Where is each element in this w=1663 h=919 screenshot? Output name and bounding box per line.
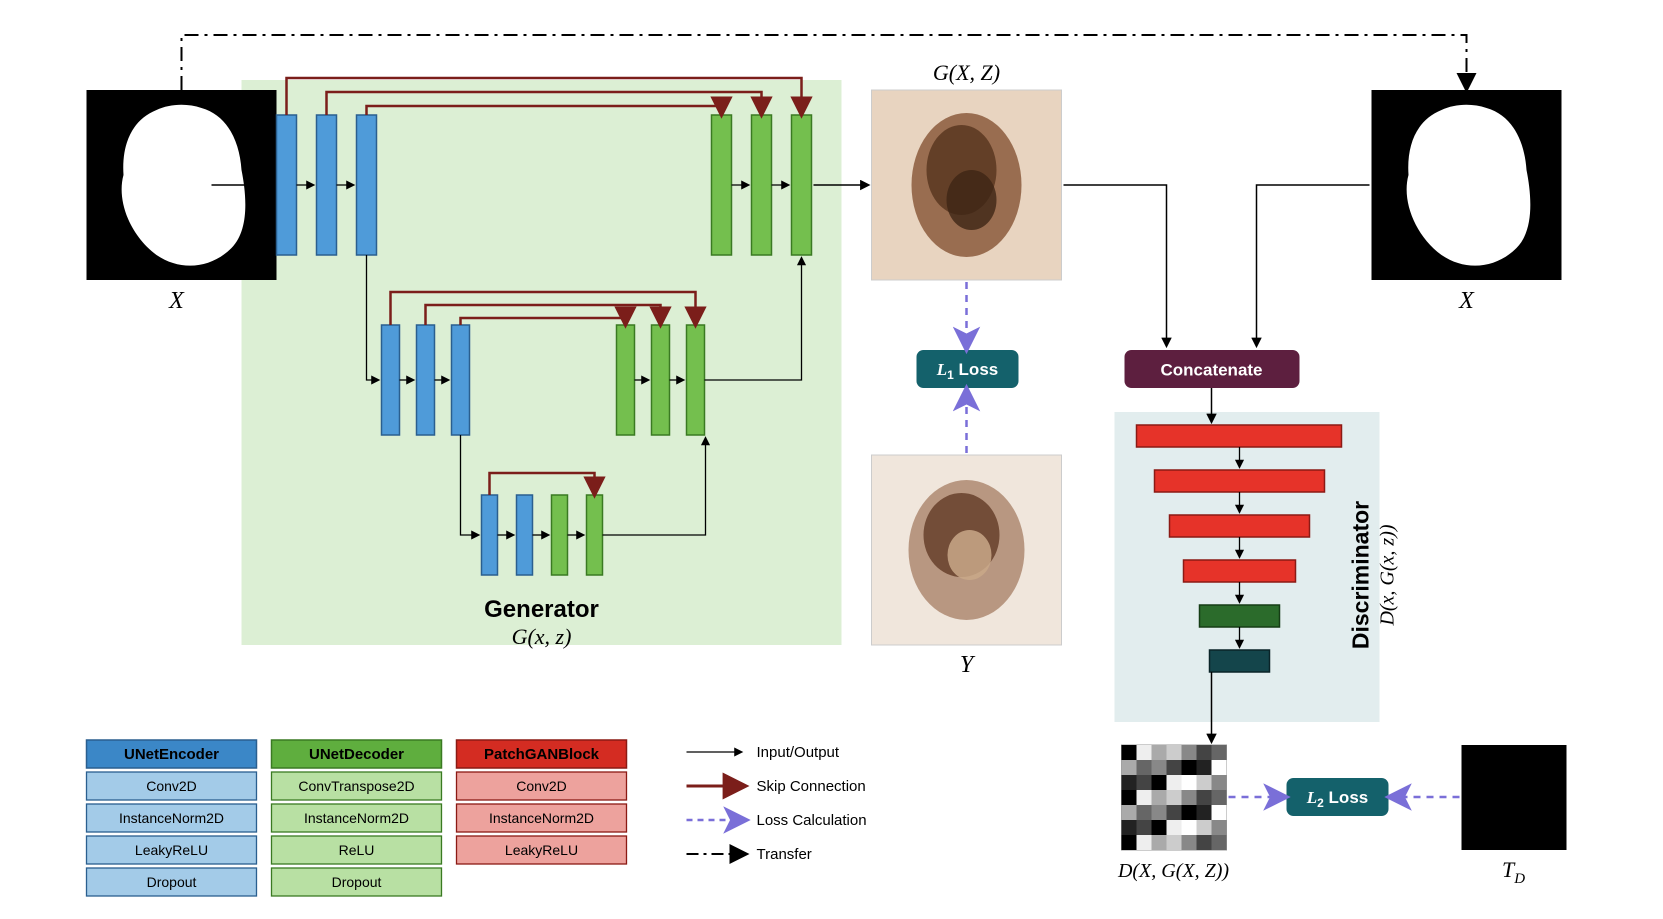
discriminator-title: Discriminator: [1348, 501, 1374, 649]
encoder-block: [317, 115, 337, 255]
svg-text:Dropout: Dropout: [147, 874, 197, 890]
svg-text:Transfer: Transfer: [757, 846, 812, 863]
svg-text:LeakyReLU: LeakyReLU: [135, 842, 208, 858]
discriminator-layer: [1137, 425, 1342, 447]
decoder-block: [752, 115, 772, 255]
discriminator-layer: [1155, 470, 1325, 492]
svg-text:Conv2D: Conv2D: [516, 778, 567, 794]
decoder-block: [552, 495, 568, 575]
label-GXZ: G(X, Z): [933, 60, 1000, 85]
encoder-block: [482, 495, 498, 575]
discriminator-layer: [1210, 650, 1270, 672]
l2-loss-label: L2 Loss: [1306, 788, 1368, 810]
decoder-block: [652, 325, 670, 435]
arrow-xright-to-concat: [1257, 185, 1370, 346]
concatenate-label: Concatenate: [1160, 360, 1262, 379]
discriminator-layer: [1170, 515, 1310, 537]
svg-text:Loss Calculation: Loss Calculation: [757, 812, 867, 829]
encoder-block: [417, 325, 435, 435]
patch-output: [1122, 745, 1227, 850]
svg-text:Conv2D: Conv2D: [146, 778, 197, 794]
encoder-block: [277, 115, 297, 255]
l1-loss-label: L1 Loss: [936, 360, 998, 382]
target-TD: [1462, 745, 1567, 850]
input-X-right: [1372, 90, 1562, 280]
label-Y: Y: [960, 652, 976, 678]
label-DXGXZ: D(X, G(X, Z)): [1117, 860, 1229, 882]
label-TD: TD: [1502, 857, 1525, 887]
svg-text:ReLU: ReLU: [339, 842, 375, 858]
svg-text:UNetDecoder: UNetDecoder: [309, 746, 404, 763]
legend-block-columns: UNetEncoder Conv2D InstanceNorm2D LeakyReLU…: [87, 740, 627, 896]
svg-text:InstanceNorm2D: InstanceNorm2D: [304, 810, 409, 826]
svg-text:Dropout: Dropout: [332, 874, 382, 890]
reference-Y: [872, 455, 1062, 645]
svg-text:ConvTranspose2D: ConvTranspose2D: [298, 778, 414, 794]
decoder-block: [587, 495, 603, 575]
svg-text:Input/Output: Input/Output: [757, 744, 840, 761]
architecture-diagram: X X Generator G(x, z) G(X, Z) Y L1 Loss: [0, 0, 1663, 919]
generator-sub: G(x, z): [512, 624, 572, 649]
label-X-right: X: [1458, 288, 1475, 314]
output-GXZ: [872, 90, 1062, 280]
svg-text:InstanceNorm2D: InstanceNorm2D: [119, 810, 224, 826]
generator-title: Generator: [484, 596, 599, 623]
svg-text:LeakyReLU: LeakyReLU: [505, 842, 578, 858]
arrow-gxz-to-concat: [1064, 185, 1167, 346]
decoder-block: [792, 115, 812, 255]
encoder-block: [382, 325, 400, 435]
decoder-block: [617, 325, 635, 435]
svg-text:InstanceNorm2D: InstanceNorm2D: [489, 810, 594, 826]
svg-text:Skip Connection: Skip Connection: [757, 778, 866, 795]
encoder-block: [357, 115, 377, 255]
encoder-block: [452, 325, 470, 435]
discriminator-layer: [1184, 560, 1296, 582]
svg-text:PatchGANBlock: PatchGANBlock: [484, 746, 600, 763]
encoder-block: [517, 495, 533, 575]
legend-arrow-key: Input/Output Skip Connection Loss Calcul…: [687, 744, 867, 863]
decoder-block: [687, 325, 705, 435]
discriminator-layer: [1200, 605, 1280, 627]
svg-text:UNetEncoder: UNetEncoder: [124, 746, 219, 763]
label-X-left: X: [168, 288, 185, 314]
decoder-block: [712, 115, 732, 255]
discriminator-sub: D(x, G(x, z)): [1377, 524, 1399, 626]
